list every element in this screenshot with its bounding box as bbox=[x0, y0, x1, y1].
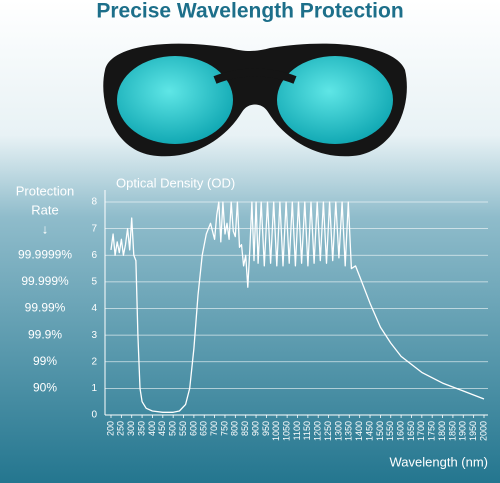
x-tick-label: 1500 bbox=[375, 421, 385, 441]
x-tick-label: 250 bbox=[116, 421, 126, 436]
x-tick-label: 1400 bbox=[354, 421, 364, 441]
x-tick-label: 800 bbox=[230, 421, 240, 436]
y-tick-label: 3 bbox=[91, 330, 97, 341]
x-tick-label: 200 bbox=[105, 421, 115, 436]
x-tick-label: 400 bbox=[147, 421, 157, 436]
left-lens bbox=[117, 56, 233, 144]
protection-rate: 99% bbox=[33, 354, 57, 368]
y-tick-label: 7 bbox=[91, 223, 97, 234]
protection-rate: 90% bbox=[33, 381, 57, 395]
protection-label: Rate bbox=[31, 202, 58, 217]
y-tick-label: 0 bbox=[91, 410, 97, 421]
protection-rate: 99.9999% bbox=[18, 247, 72, 261]
x-tick-label: 500 bbox=[168, 421, 178, 436]
x-tick-label: 550 bbox=[178, 421, 188, 436]
right-lens bbox=[277, 56, 393, 144]
x-tick-label: 600 bbox=[188, 421, 198, 436]
x-tick-label: 1700 bbox=[416, 421, 426, 441]
x-tick-label: 1000 bbox=[271, 421, 281, 441]
x-tick-label: 300 bbox=[126, 421, 136, 436]
x-tick-label: 2000 bbox=[478, 421, 488, 441]
x-tick-label: 650 bbox=[199, 421, 209, 436]
x-tick-label: 1600 bbox=[395, 421, 405, 441]
x-tick-label: 900 bbox=[250, 421, 260, 436]
protection-rate: 99.9% bbox=[28, 327, 62, 341]
x-tick-label: 1450 bbox=[364, 421, 374, 441]
x-tick-label: 700 bbox=[209, 421, 219, 436]
x-tick-label: 1850 bbox=[447, 421, 457, 441]
protection-label: Protection bbox=[16, 183, 75, 198]
protection-rate: 99.999% bbox=[21, 274, 69, 288]
od-curve bbox=[110, 201, 485, 413]
protection-arrow: ↓ bbox=[42, 221, 49, 236]
goggles bbox=[103, 43, 407, 157]
x-tick-label: 1800 bbox=[437, 421, 447, 441]
x-tick-label: 1150 bbox=[302, 421, 312, 440]
x-tick-label: 850 bbox=[240, 421, 250, 436]
x-tick-label: 1750 bbox=[427, 421, 437, 441]
x-tick-label: 1250 bbox=[323, 421, 333, 441]
x-tick-label: 1100 bbox=[292, 421, 302, 440]
y-tick-label: 6 bbox=[91, 250, 97, 261]
x-tick-label: 950 bbox=[261, 421, 271, 436]
x-tick-label: 450 bbox=[157, 421, 167, 436]
protection-rate: 99.99% bbox=[25, 301, 66, 315]
x-tick-label: 1350 bbox=[344, 421, 354, 441]
y-axis-label: Optical Density (OD) bbox=[116, 175, 235, 190]
y-tick-label: 8 bbox=[91, 197, 97, 208]
x-tick-label: 1050 bbox=[282, 421, 292, 441]
x-tick-label: 1550 bbox=[385, 421, 395, 441]
goggle-bridge bbox=[213, 68, 297, 84]
title: Precise Wavelength Protection bbox=[96, 0, 403, 23]
x-tick-label: 1300 bbox=[333, 421, 343, 441]
x-tick-label: 1650 bbox=[406, 421, 416, 441]
y-tick-label: 2 bbox=[91, 356, 97, 367]
x-tick-label: 1950 bbox=[468, 421, 478, 441]
x-tick-label: 1900 bbox=[458, 421, 468, 441]
x-tick-label: 350 bbox=[136, 421, 146, 436]
x-axis-label: Wavelength (nm) bbox=[390, 454, 489, 469]
y-tick-label: 4 bbox=[91, 303, 97, 314]
x-tick-label: 750 bbox=[219, 421, 229, 436]
y-tick-label: 1 bbox=[91, 383, 97, 394]
x-tick-label: 1200 bbox=[313, 421, 323, 441]
y-tick-label: 5 bbox=[91, 277, 97, 288]
